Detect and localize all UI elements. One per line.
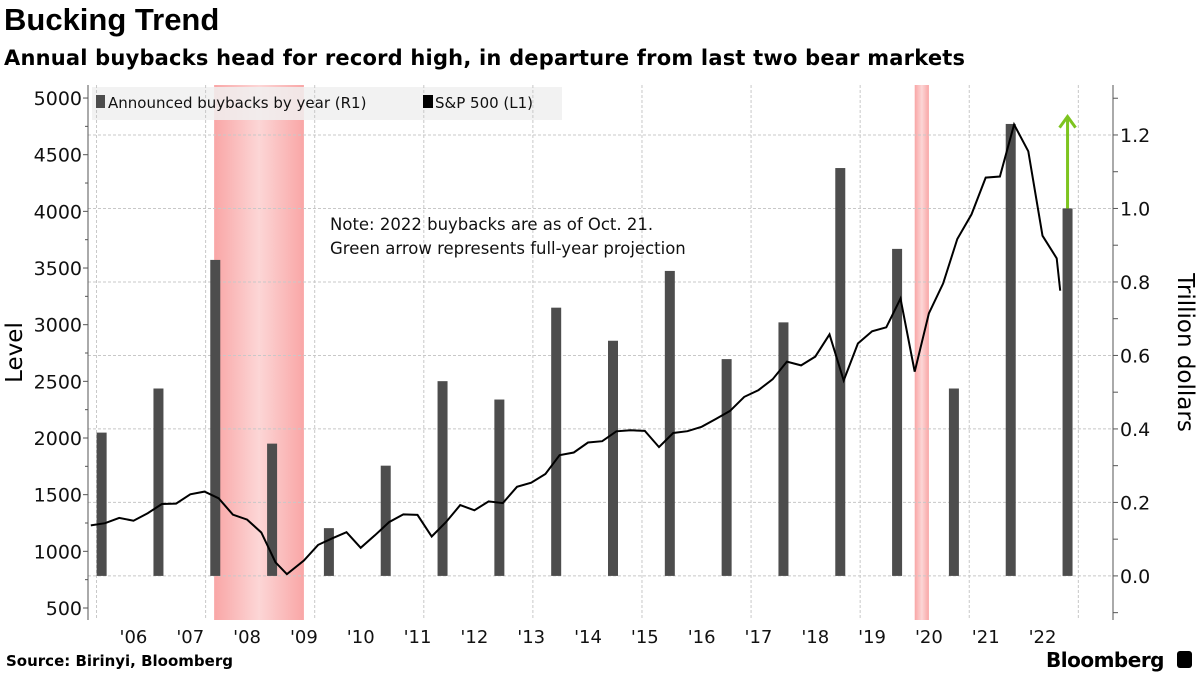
x-tick-label: '20 [915,627,943,648]
buyback-bar [323,528,334,576]
recession-band [914,85,929,620]
left-tick-label: 4500 [34,145,82,167]
x-tick-label: '14 [574,627,602,648]
x-tick-label: '18 [801,627,829,648]
x-tick-label: '17 [745,627,773,648]
left-tick-label: 1000 [34,541,82,563]
left-tick-label: 4000 [34,201,82,223]
x-tick-label: '15 [631,627,659,648]
x-tick-label: '11 [404,627,432,648]
left-tick-label: 500 [46,598,82,620]
x-tick-label: '13 [517,627,545,648]
buyback-bar [267,443,278,576]
x-tick-label: '06 [120,627,148,648]
buyback-bar [494,399,505,576]
left-tick-label: 5000 [34,88,82,110]
legend-label-sp500: S&P 500 (L1) [435,94,533,112]
chart-annotation: Note: 2022 buybacks are as of Oct. 21. [330,215,653,234]
recession-band [214,85,304,620]
left-tick-label: 2000 [34,428,82,450]
buyback-bar [380,465,391,576]
buyback-bar [1005,123,1016,576]
buyback-bar [437,381,448,576]
buyback-bar [608,340,618,576]
right-tick-label: 0.8 [1120,272,1150,294]
x-tick-label: '08 [233,627,261,648]
right-tick-label: 0.4 [1120,419,1150,441]
left-tick-label: 3000 [34,315,82,337]
legend-background [92,87,562,120]
x-tick-label: '10 [347,627,375,648]
right-tick-label: 0.6 [1120,345,1150,367]
buyback-bar [721,359,732,576]
left-tick-label: 1500 [34,485,82,507]
buyback-bar [153,388,164,576]
chart-title: Bucking Trend [4,2,220,37]
right-axis-label: Trillion dollars [1172,272,1198,432]
sp500-line [90,121,1062,576]
legend-label-buybacks: Announced buybacks by year (R1) [108,94,366,112]
projection-arrow-head-icon [1058,114,1077,129]
buyback-bar [892,248,903,576]
x-tick-label: '16 [688,627,716,648]
right-tick-label: 0.0 [1120,566,1150,588]
bloomberg-chart-icon [1177,651,1192,668]
left-axis-label: Level [2,322,28,383]
buyback-bar [210,259,221,576]
bloomberg-logo: Bloomberg [1046,648,1164,672]
x-tick-label: '21 [972,627,1000,648]
right-tick-label: 1.0 [1120,198,1150,220]
x-tick-label: '07 [176,627,204,648]
left-tick-label: 2500 [34,371,82,393]
x-tick-label: '09 [290,627,318,648]
legend-swatch-sp500 [423,95,433,108]
buyback-bar [778,322,789,576]
left-tick-label: 3500 [34,258,82,280]
buyback-bar [948,388,959,576]
right-tick-label: 0.2 [1120,492,1150,514]
source-note: Source: Birinyi, Bloomberg [6,652,233,670]
buyback-bar [1062,208,1073,576]
right-tick-label: 1.2 [1120,125,1150,147]
chart-annotation: Green arrow represents full-year project… [330,239,686,258]
buyback-bar [551,307,562,576]
buyback-bar [96,432,107,576]
buyback-bar [664,270,675,576]
legend-swatch-buybacks [96,95,105,108]
x-tick-label: '22 [1029,627,1057,648]
x-tick-label: '19 [858,627,886,648]
chart-subtitle: Annual buybacks head for record high, in… [4,46,966,70]
x-tick-label: '12 [460,627,488,648]
